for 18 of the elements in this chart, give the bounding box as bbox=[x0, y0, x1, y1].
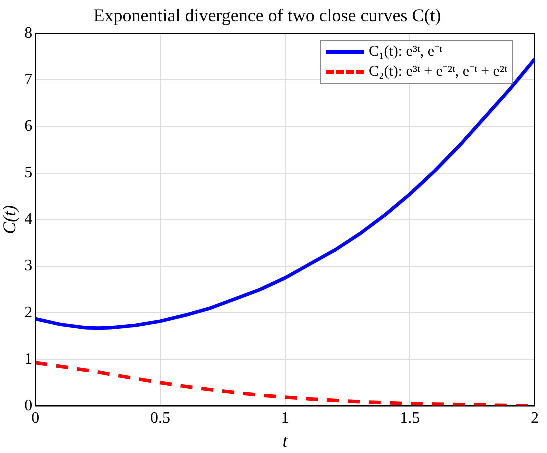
y-tick-label: 8 bbox=[24, 24, 33, 42]
chart-title: Exponential divergence of two close curves C(t) bbox=[94, 6, 442, 26]
y-axis-title: C(t) bbox=[0, 205, 20, 234]
y-tick-label: 3 bbox=[24, 258, 33, 275]
legend-label: C₁(t): e³ᵗ, e⁻ᵗ bbox=[369, 42, 442, 62]
x-tick-label: 1 bbox=[281, 410, 290, 428]
y-tick-label: 6 bbox=[24, 118, 33, 135]
x-tick-label: 0.5 bbox=[150, 410, 170, 428]
y-tick-label: 0 bbox=[24, 397, 33, 414]
legend-label: C₂(t): e³ᵗ + e⁻²ᵗ, e⁻ᵗ + e²ᵗ bbox=[369, 62, 508, 82]
y-tick-label: 5 bbox=[24, 164, 33, 182]
x-axis-title: t bbox=[282, 430, 289, 451]
x-tick-label: 1.5 bbox=[400, 410, 420, 428]
y-tick-label: 7 bbox=[24, 71, 33, 88]
y-tick-label: 4 bbox=[24, 211, 33, 228]
y-tick-label: 2 bbox=[24, 304, 33, 322]
y-tick-label: 1 bbox=[24, 350, 33, 368]
x-tick-label: 2 bbox=[531, 410, 539, 428]
